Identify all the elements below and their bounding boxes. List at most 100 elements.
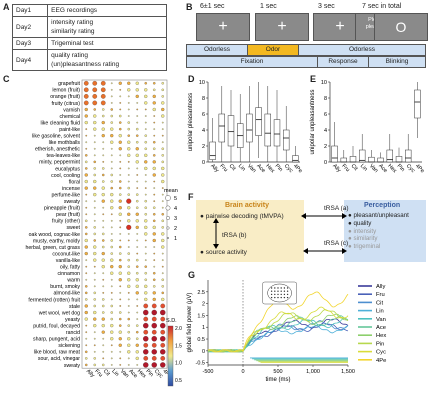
gfp-line (207, 320, 349, 353)
panel-label-b: B (186, 2, 193, 12)
matrix-dot (102, 147, 105, 150)
legend-label: Ally (376, 284, 385, 290)
matrix-dot (144, 265, 147, 268)
matrix-dot (152, 238, 156, 243)
matrix-dot (127, 278, 131, 282)
matrix-dot (161, 291, 164, 295)
category-tick-label: 4Pe (414, 163, 425, 174)
task-cell: quality rating (un)pleasantness rating (47, 49, 167, 71)
matrix-dot (93, 127, 97, 131)
odor-tick-label: Ally (85, 368, 96, 379)
matrix-dot (85, 160, 88, 164)
matrix-dot (127, 350, 131, 354)
electrode-dot (283, 287, 286, 289)
matrix-dot (152, 232, 156, 236)
matrix-dot (110, 199, 114, 203)
electrode-dot (274, 287, 276, 289)
x-tick-label: -500 (202, 369, 213, 375)
matrix-dot (152, 94, 156, 98)
source-item: ● source activity (200, 249, 247, 256)
box-body (349, 156, 357, 163)
odor-screen: + (255, 13, 309, 41)
matrix-dot (110, 140, 114, 144)
y-tick-label: 1.5 (197, 313, 205, 319)
matrix-dot (93, 213, 96, 216)
matrix-dot (144, 108, 147, 111)
matrix-dot (161, 101, 165, 105)
matrix-dot (93, 206, 96, 209)
matrix-dot (84, 173, 88, 177)
matrix-dot (135, 350, 139, 354)
box-body (246, 113, 253, 143)
x-tick-label: 0 (241, 369, 244, 375)
matrix-dot (93, 317, 97, 321)
matrix-dot (144, 232, 148, 236)
y-tick-label: 0 (324, 160, 327, 166)
matrix-dot (151, 309, 157, 316)
matrix-dot (93, 291, 96, 295)
matrix-dot (93, 304, 96, 308)
matrix-dot (127, 239, 130, 242)
matrix-dot (110, 271, 114, 275)
matrix-dot (93, 258, 97, 262)
matrix-dot (102, 226, 105, 229)
matrix-dot (153, 206, 156, 209)
matrix-dot (161, 219, 164, 223)
matrix-dot (118, 199, 122, 203)
x-tick-label: 1,000 (306, 369, 320, 375)
matrix-dot (161, 147, 164, 151)
matrix-dot (102, 245, 105, 249)
descriptor-label: oily, fatty (60, 265, 80, 271)
descriptor-label: sharp, pungent, acid (33, 337, 80, 343)
descriptor-label: musty, earthy, moldy (33, 238, 80, 244)
matrix-dot (119, 285, 122, 288)
matrix-dot (110, 344, 113, 347)
matrix-dot (85, 265, 88, 268)
category-tick-label: Pin (396, 163, 406, 173)
matrix-dot (110, 186, 113, 190)
matrix-dot (85, 128, 88, 130)
matrix-dot (135, 225, 139, 229)
electrode-dot (277, 296, 279, 299)
odor-tick-label: 4Pe (161, 368, 172, 379)
matrix-dot (119, 226, 122, 229)
matrix-dot (144, 206, 147, 209)
matrix-dot (144, 291, 148, 295)
matrix-dot (118, 212, 122, 216)
matrix-dot (118, 265, 122, 269)
descriptor-label: sickening (58, 343, 80, 349)
mean-legend-dot (166, 236, 169, 239)
matrix-dot (153, 200, 156, 203)
matrix-dot (144, 82, 147, 85)
matrix-dot (102, 272, 105, 275)
matrix-dot (136, 121, 139, 124)
box-body (209, 141, 216, 160)
matrix-dot (85, 147, 88, 150)
matrix-dot (85, 200, 88, 203)
matrix-dot (110, 180, 113, 183)
matrix-dot (93, 351, 96, 353)
y-tick-label: 0 (202, 349, 205, 355)
matrix-dot (135, 153, 139, 157)
blink-screen: O (374, 13, 428, 41)
matrix-dot (152, 101, 156, 105)
matrix-dot (143, 316, 149, 322)
matrix-dot (119, 245, 122, 249)
day-cell: Day2 (11, 16, 49, 38)
source-item-label: source activity (205, 249, 247, 256)
matrix-dot (84, 310, 88, 315)
day-cell: Day3 (11, 37, 49, 50)
matrix-dot (110, 252, 113, 255)
panel-label-f: F (188, 192, 194, 202)
matrix-dot (144, 160, 148, 164)
matrix-dot (119, 89, 122, 91)
y-tick-label: 8 (202, 96, 205, 102)
matrix-dot (127, 364, 130, 366)
descriptor-label: rancid (66, 330, 80, 336)
sd-legend-title: S.D. (166, 318, 177, 324)
matrix-dot (93, 337, 96, 340)
matrix-dot (160, 322, 166, 329)
electrode-dot (277, 287, 279, 289)
odor-tick-label: Lin (110, 368, 119, 377)
matrix-dot (84, 107, 88, 112)
